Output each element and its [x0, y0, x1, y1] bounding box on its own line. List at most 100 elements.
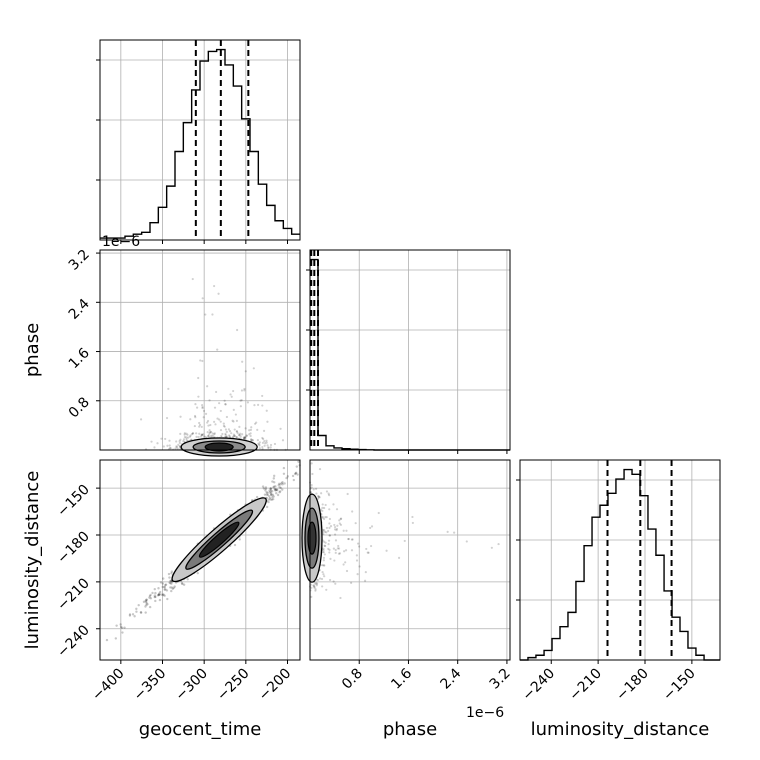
scatter-point	[275, 492, 278, 495]
scatter-point	[232, 408, 235, 412]
scatter-point	[364, 571, 367, 574]
scatter-point	[297, 460, 300, 463]
scatter-point	[325, 588, 328, 591]
scatter-point	[256, 439, 259, 442]
scatter-point	[207, 433, 211, 436]
scatter-point	[119, 623, 122, 626]
scatter-point	[213, 420, 216, 423]
scatter-point	[366, 551, 369, 554]
panel-phase-distance-contour-inner	[307, 521, 317, 555]
scatter-point	[346, 492, 349, 496]
scatter-point	[157, 593, 160, 597]
scatter-point	[265, 439, 268, 442]
scatter-point	[275, 488, 279, 491]
scatter-point	[318, 577, 322, 580]
scatter-point	[318, 496, 321, 499]
scatter-point	[148, 596, 151, 599]
scatter-point	[265, 441, 268, 444]
scatter-point	[160, 437, 163, 440]
scatter-point	[159, 581, 163, 584]
scatter-point	[327, 543, 330, 546]
scatter-point	[324, 530, 327, 533]
scatter-point	[202, 416, 205, 419]
scatter-point	[261, 447, 264, 451]
scatter-point	[222, 424, 226, 427]
scatter-point	[189, 418, 192, 421]
scatter-point	[323, 517, 326, 521]
scatter-point	[322, 532, 325, 536]
scatter-point	[274, 489, 277, 492]
scatter-point	[193, 424, 196, 428]
scatter-point	[235, 430, 239, 433]
scatter-point	[232, 433, 235, 436]
scatter-point	[363, 579, 367, 582]
scatter-point	[335, 529, 338, 532]
scatter-point	[385, 549, 388, 552]
scatter-point	[262, 429, 266, 432]
scatter-point	[262, 437, 265, 441]
scatter-point	[154, 599, 157, 603]
scatter-point	[324, 503, 327, 507]
scatter-point	[238, 434, 241, 437]
scatter-point	[279, 486, 282, 490]
y-axis-title-phase: phase	[22, 323, 43, 377]
scatter-point	[343, 550, 346, 553]
scatter-point	[403, 539, 406, 543]
scatter-point	[274, 488, 278, 492]
scatter-point	[163, 586, 166, 589]
scatter-point	[338, 522, 341, 525]
scatter-point	[339, 523, 343, 526]
panel-geocent-distance-frame	[99, 459, 301, 661]
scatter-point	[206, 431, 209, 434]
scatter-point	[243, 436, 246, 439]
scatter-point	[261, 485, 265, 488]
scatter-point	[269, 492, 273, 495]
scatter-point	[177, 443, 180, 446]
scatter-point	[144, 605, 147, 608]
scatter-point	[182, 439, 185, 443]
y-axis-title-luminosity-distance: luminosity_distance	[22, 471, 43, 650]
scatter-point	[333, 559, 336, 562]
scatter-point	[321, 564, 324, 567]
scatter-point	[188, 435, 192, 438]
scatter-point	[367, 551, 370, 554]
scatter-point	[207, 424, 210, 427]
scatter-point	[170, 586, 174, 589]
scatter-point	[225, 430, 228, 433]
scatter-point	[157, 592, 161, 595]
scatter-point	[228, 434, 231, 437]
scatter-point	[167, 572, 171, 576]
scatter-point	[168, 444, 171, 447]
scatter-point	[329, 557, 332, 560]
scatter-point	[248, 433, 251, 436]
scatter-point	[201, 404, 204, 407]
scatter-point	[265, 409, 268, 412]
scatter-point	[161, 582, 165, 585]
scatter-point	[251, 439, 254, 442]
scatter-point	[164, 583, 168, 586]
scatter-point	[170, 572, 173, 575]
scatter-point	[168, 576, 171, 579]
scatter-point	[170, 589, 173, 593]
scatter-point	[258, 447, 261, 450]
scatter-point	[264, 487, 268, 491]
scatter-point	[358, 565, 361, 568]
scatter-point	[203, 435, 206, 438]
scatter-point	[221, 432, 224, 436]
scatter-point	[339, 517, 342, 521]
scatter-point	[328, 522, 331, 525]
scatter-point	[246, 401, 250, 404]
scatter-point	[328, 548, 331, 551]
scatter-point	[243, 437, 246, 440]
scatter-point	[239, 435, 242, 438]
scatter-point	[197, 376, 200, 380]
scatter-point	[160, 593, 163, 596]
scatter-point	[170, 582, 173, 585]
scatter-point	[322, 564, 325, 567]
scatter-point	[292, 478, 296, 482]
scatter-point	[272, 486, 275, 489]
scatter-point	[144, 600, 148, 603]
scatter-point	[199, 359, 202, 362]
scatter-point	[255, 495, 259, 499]
scatter-point	[397, 556, 401, 559]
